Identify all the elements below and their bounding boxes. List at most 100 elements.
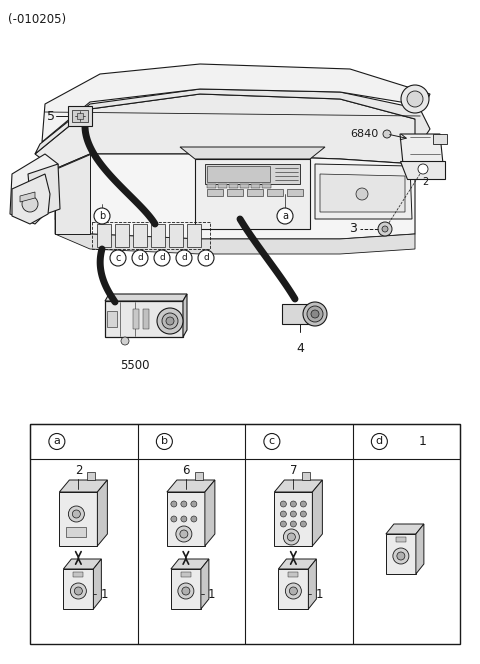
Polygon shape <box>386 524 424 534</box>
Polygon shape <box>63 569 94 609</box>
Circle shape <box>180 530 188 538</box>
Polygon shape <box>187 224 201 247</box>
Circle shape <box>166 317 174 325</box>
Text: d: d <box>203 254 209 262</box>
Polygon shape <box>171 559 209 569</box>
Circle shape <box>191 516 197 522</box>
Polygon shape <box>278 559 316 569</box>
Circle shape <box>191 501 197 507</box>
Circle shape <box>280 501 287 507</box>
Polygon shape <box>240 184 249 188</box>
Circle shape <box>300 521 306 527</box>
Text: 1: 1 <box>208 588 216 600</box>
Circle shape <box>407 91 423 107</box>
Text: d: d <box>137 254 143 262</box>
Circle shape <box>397 552 405 560</box>
Circle shape <box>157 308 183 334</box>
Text: 1: 1 <box>419 435 426 448</box>
Polygon shape <box>262 184 271 188</box>
Bar <box>30 424 460 459</box>
Text: b: b <box>161 436 168 446</box>
Text: (-010205): (-010205) <box>8 13 66 26</box>
Circle shape <box>382 226 388 232</box>
Polygon shape <box>55 219 415 254</box>
Polygon shape <box>201 559 209 609</box>
Circle shape <box>311 310 319 318</box>
Polygon shape <box>302 472 311 480</box>
Polygon shape <box>97 480 108 546</box>
Circle shape <box>303 302 327 326</box>
Polygon shape <box>229 184 238 188</box>
Polygon shape <box>66 527 86 537</box>
Polygon shape <box>12 174 50 224</box>
Polygon shape <box>94 559 101 609</box>
Circle shape <box>401 85 429 113</box>
Polygon shape <box>35 94 430 169</box>
Polygon shape <box>315 164 412 219</box>
Bar <box>30 424 460 644</box>
Circle shape <box>72 510 80 518</box>
Text: 2: 2 <box>422 177 428 187</box>
Polygon shape <box>386 534 416 574</box>
Polygon shape <box>97 224 111 247</box>
Text: c: c <box>269 436 275 446</box>
Polygon shape <box>73 572 84 577</box>
Polygon shape <box>143 309 149 329</box>
Polygon shape <box>218 184 227 188</box>
Circle shape <box>283 529 300 545</box>
Polygon shape <box>20 192 35 202</box>
Polygon shape <box>195 159 310 229</box>
Circle shape <box>290 521 296 527</box>
Text: a: a <box>282 211 288 221</box>
Polygon shape <box>275 480 323 492</box>
Circle shape <box>372 434 387 450</box>
Circle shape <box>121 337 129 345</box>
Circle shape <box>156 434 172 450</box>
Circle shape <box>418 164 428 174</box>
Polygon shape <box>396 537 406 542</box>
Polygon shape <box>115 224 129 247</box>
Circle shape <box>49 434 65 450</box>
Text: 3: 3 <box>349 222 357 236</box>
Circle shape <box>264 434 280 450</box>
Polygon shape <box>105 294 187 301</box>
Polygon shape <box>77 113 83 119</box>
Circle shape <box>178 583 194 599</box>
Circle shape <box>132 250 148 266</box>
Circle shape <box>383 130 391 138</box>
Circle shape <box>300 511 306 517</box>
Text: 2: 2 <box>74 464 82 477</box>
Circle shape <box>171 516 177 522</box>
Polygon shape <box>275 492 312 546</box>
Circle shape <box>171 501 177 507</box>
Polygon shape <box>183 294 187 337</box>
Circle shape <box>286 583 301 599</box>
Circle shape <box>94 208 110 224</box>
Polygon shape <box>10 154 58 224</box>
Polygon shape <box>320 174 405 212</box>
Polygon shape <box>60 492 97 546</box>
Circle shape <box>110 250 126 266</box>
Text: d: d <box>159 254 165 262</box>
Circle shape <box>280 521 287 527</box>
Text: d: d <box>181 254 187 262</box>
Polygon shape <box>416 524 424 574</box>
Polygon shape <box>87 472 96 480</box>
Polygon shape <box>55 154 415 239</box>
Text: c: c <box>115 253 120 263</box>
Polygon shape <box>68 106 92 126</box>
Circle shape <box>181 501 187 507</box>
Circle shape <box>356 188 368 200</box>
Polygon shape <box>169 224 183 247</box>
Circle shape <box>176 526 192 542</box>
Circle shape <box>280 511 287 517</box>
Circle shape <box>154 250 170 266</box>
Polygon shape <box>433 134 447 144</box>
Polygon shape <box>400 134 443 164</box>
Circle shape <box>182 587 190 595</box>
Circle shape <box>198 250 214 266</box>
Text: 1: 1 <box>315 588 323 600</box>
Circle shape <box>290 501 296 507</box>
Text: 5500: 5500 <box>120 359 150 372</box>
Circle shape <box>74 587 83 595</box>
